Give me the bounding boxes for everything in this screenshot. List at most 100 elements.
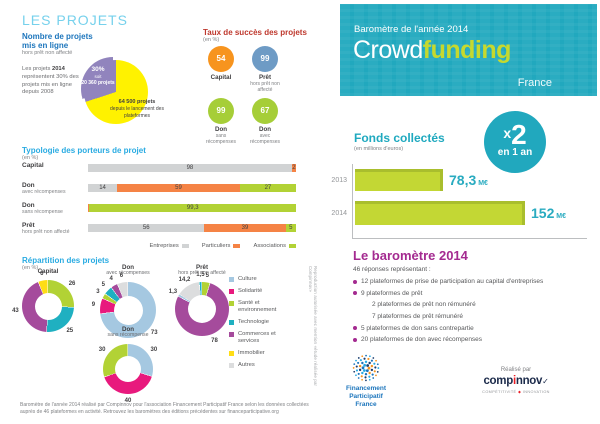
donut-pret: Prêt hors prêt non affecté 5 78 1,3 14,2 1,5 bbox=[160, 264, 244, 344]
typology-bar-segment bbox=[88, 204, 90, 212]
paragraph-text: Les projets bbox=[22, 66, 52, 72]
success-item: 67 Don avec récompenses bbox=[246, 98, 284, 145]
typology-row-label: Don avec récompenses bbox=[22, 182, 86, 195]
typology-row-label-main: Don bbox=[22, 182, 35, 189]
typology-row-label-sub: hors prêt non affecté bbox=[22, 229, 70, 235]
typology-unit: (en %) bbox=[22, 155, 39, 162]
success-value: 54 bbox=[216, 54, 226, 63]
distribution-heading: Répartition des projets bbox=[22, 256, 110, 265]
typology-bar-segment: 27 bbox=[239, 184, 296, 192]
funds-bar bbox=[355, 201, 525, 225]
typology-legend-swatch bbox=[289, 244, 296, 248]
success-value: 99 bbox=[260, 54, 270, 63]
barometer-bullet: 20 plateformes de don avec récompenses bbox=[353, 336, 585, 344]
bullet-text: 12 plateformes de prise de participation… bbox=[361, 278, 544, 285]
typology-bar: 56 39 5 bbox=[88, 224, 296, 232]
typology-row-label: Prêt hors prêt non affecté bbox=[22, 222, 86, 235]
typology-row-label-main: Capital bbox=[22, 162, 44, 169]
typology-bars: Capital 98 2 Don avec récompenses 14 59 27 Don sa… bbox=[22, 162, 296, 243]
success-sublabel: avec récompenses bbox=[249, 133, 280, 145]
funds-year-label: 2014 bbox=[331, 209, 347, 217]
header-kicker: Baromètre de l'année 2014 bbox=[354, 24, 469, 35]
success-circle: 67 bbox=[252, 98, 278, 124]
typology-bar-value: 98 bbox=[186, 165, 194, 171]
funds-value-unit: M€ bbox=[476, 180, 488, 187]
typology-bar-segment: 39 bbox=[204, 224, 286, 232]
tagline-right: INNOVATION bbox=[522, 389, 550, 394]
typology-row-label-sub: avec récompenses bbox=[22, 189, 66, 195]
donut-segment-label: 43 bbox=[12, 308, 19, 315]
typology-bar-value: 56 bbox=[142, 225, 150, 231]
donut-segment-label: 1,5 bbox=[196, 272, 205, 279]
copyright-vertical-note: Reproduction autorisée avec mention «étu… bbox=[308, 266, 318, 387]
success-label: Don bbox=[258, 126, 272, 133]
donut-subtitle: avec récompenses bbox=[106, 270, 150, 277]
typology-bar: 99,3 bbox=[88, 204, 296, 212]
online-projects-paragraph: Les projets 2014 représentent 30% des pr… bbox=[22, 66, 88, 97]
donut-chart: 30 40 30 bbox=[99, 344, 157, 404]
donut-subtitle: sans récompense bbox=[107, 332, 149, 339]
typology-legend-swatch bbox=[233, 244, 241, 248]
distribution-legend-item: Immobilier bbox=[229, 350, 285, 357]
distribution-legend-label: Autres bbox=[238, 361, 255, 368]
typology-heading: Typologie des porteurs de projet bbox=[22, 146, 146, 155]
fpf-line2: France bbox=[355, 400, 377, 408]
pie-slice-label: 30% soit 20 360 projets bbox=[76, 66, 120, 87]
typology-bar-segment: 5 bbox=[285, 224, 296, 232]
barometer-bullet-list: 12 plateformes de prise de participation… bbox=[353, 278, 585, 348]
typology-legend-item: Associations bbox=[253, 243, 296, 249]
typology-bar-segment: 2 bbox=[291, 164, 296, 172]
distribution-legend-label: Culture bbox=[238, 276, 257, 282]
header-title-funding: funding bbox=[422, 36, 512, 64]
typology-row: Don avec récompenses 14 59 27 bbox=[22, 182, 296, 203]
distribution-legend-label: Solidarité bbox=[238, 287, 263, 294]
pie-total-label: 64 500 projets depuis le lancement des p… bbox=[110, 99, 164, 119]
bullet-text: 20 plateformes de don avec récompenses bbox=[361, 336, 483, 344]
realise-par-label: Réalisé par bbox=[500, 367, 532, 373]
compinnov-red-i: i bbox=[512, 375, 516, 387]
barometer-heading: Le baromètre 2014 bbox=[353, 248, 468, 263]
donut-segment-label: 40 bbox=[124, 398, 132, 405]
distribution-legend-swatch bbox=[229, 300, 234, 306]
success-label: Capital bbox=[210, 74, 232, 81]
success-item: 99 Don sans récompenses bbox=[202, 98, 240, 145]
typology-bar-segment: 98 bbox=[88, 164, 292, 172]
compinnov-block: Réalisé par compinnov✓ COMPÉTITIVITÉ ◆ I… bbox=[478, 367, 554, 394]
donut-segment-label: 6 bbox=[40, 270, 44, 277]
typology-legend-swatch bbox=[181, 244, 189, 248]
funds-year-label: 2013 bbox=[331, 176, 347, 184]
paragraph-bold-year: 2014 bbox=[51, 66, 65, 72]
funds-bar-row: 2014 152 M€ bbox=[331, 201, 566, 225]
donut-hole bbox=[113, 295, 143, 325]
x2-badge-caption: en 1 an bbox=[497, 147, 533, 158]
typology-bar-segment: 59 bbox=[117, 184, 240, 192]
typology-row: Capital 98 2 bbox=[22, 162, 296, 183]
donut-segment-label: 14,2 bbox=[178, 276, 191, 283]
distribution-legend-label: Santé et environnement bbox=[238, 299, 277, 313]
funds-value-label: 78,3 M€ bbox=[449, 172, 488, 188]
typology-row: Don sans récompense 99,3 bbox=[22, 202, 296, 223]
donut-don-avec: Don avec récompenses 73 9 3 5 4 6 bbox=[86, 264, 170, 339]
header-title-crowd: Crowd bbox=[353, 36, 423, 64]
donut-title: Capital bbox=[37, 268, 59, 275]
typology-bar-segment: 56 bbox=[88, 224, 205, 232]
distribution-legend-label: Technologie bbox=[238, 318, 269, 325]
donut-segment-label: 5 bbox=[101, 282, 105, 289]
compinnov-tagline: COMPÉTITIVITÉ ◆ INNOVATION bbox=[478, 389, 554, 394]
header-banner: Baromètre de l'année 2014 Crowdfunding F… bbox=[340, 4, 597, 96]
distribution-legend-item: Autres bbox=[229, 362, 285, 369]
funds-bar bbox=[355, 169, 443, 191]
online-projects-subheading: hors prêt non affecté bbox=[22, 50, 73, 57]
success-rate-heading: Taux de succès des projets bbox=[203, 28, 307, 37]
typology-legend-item: Entreprises bbox=[149, 243, 189, 249]
success-rate-unit: (en %) bbox=[203, 37, 220, 44]
typology-bar-value: 99,3 bbox=[186, 205, 199, 211]
barometer-bullet: 9 plateformes de prêt bbox=[353, 290, 585, 298]
footnote: Baromètre de l'année 2014 réalisé par Co… bbox=[20, 402, 309, 415]
typology-bar-segment: 14 bbox=[88, 184, 118, 192]
typology-bar-value: 2 bbox=[292, 165, 296, 171]
typology-bar-segment: 99,3 bbox=[89, 204, 296, 212]
fpf-dotted-globe-icon bbox=[352, 354, 380, 382]
fpf-logo-block: Financement Participatif France bbox=[331, 353, 401, 408]
paragraph-text-cont: représentent 30% des projets mis en lign… bbox=[22, 73, 79, 96]
